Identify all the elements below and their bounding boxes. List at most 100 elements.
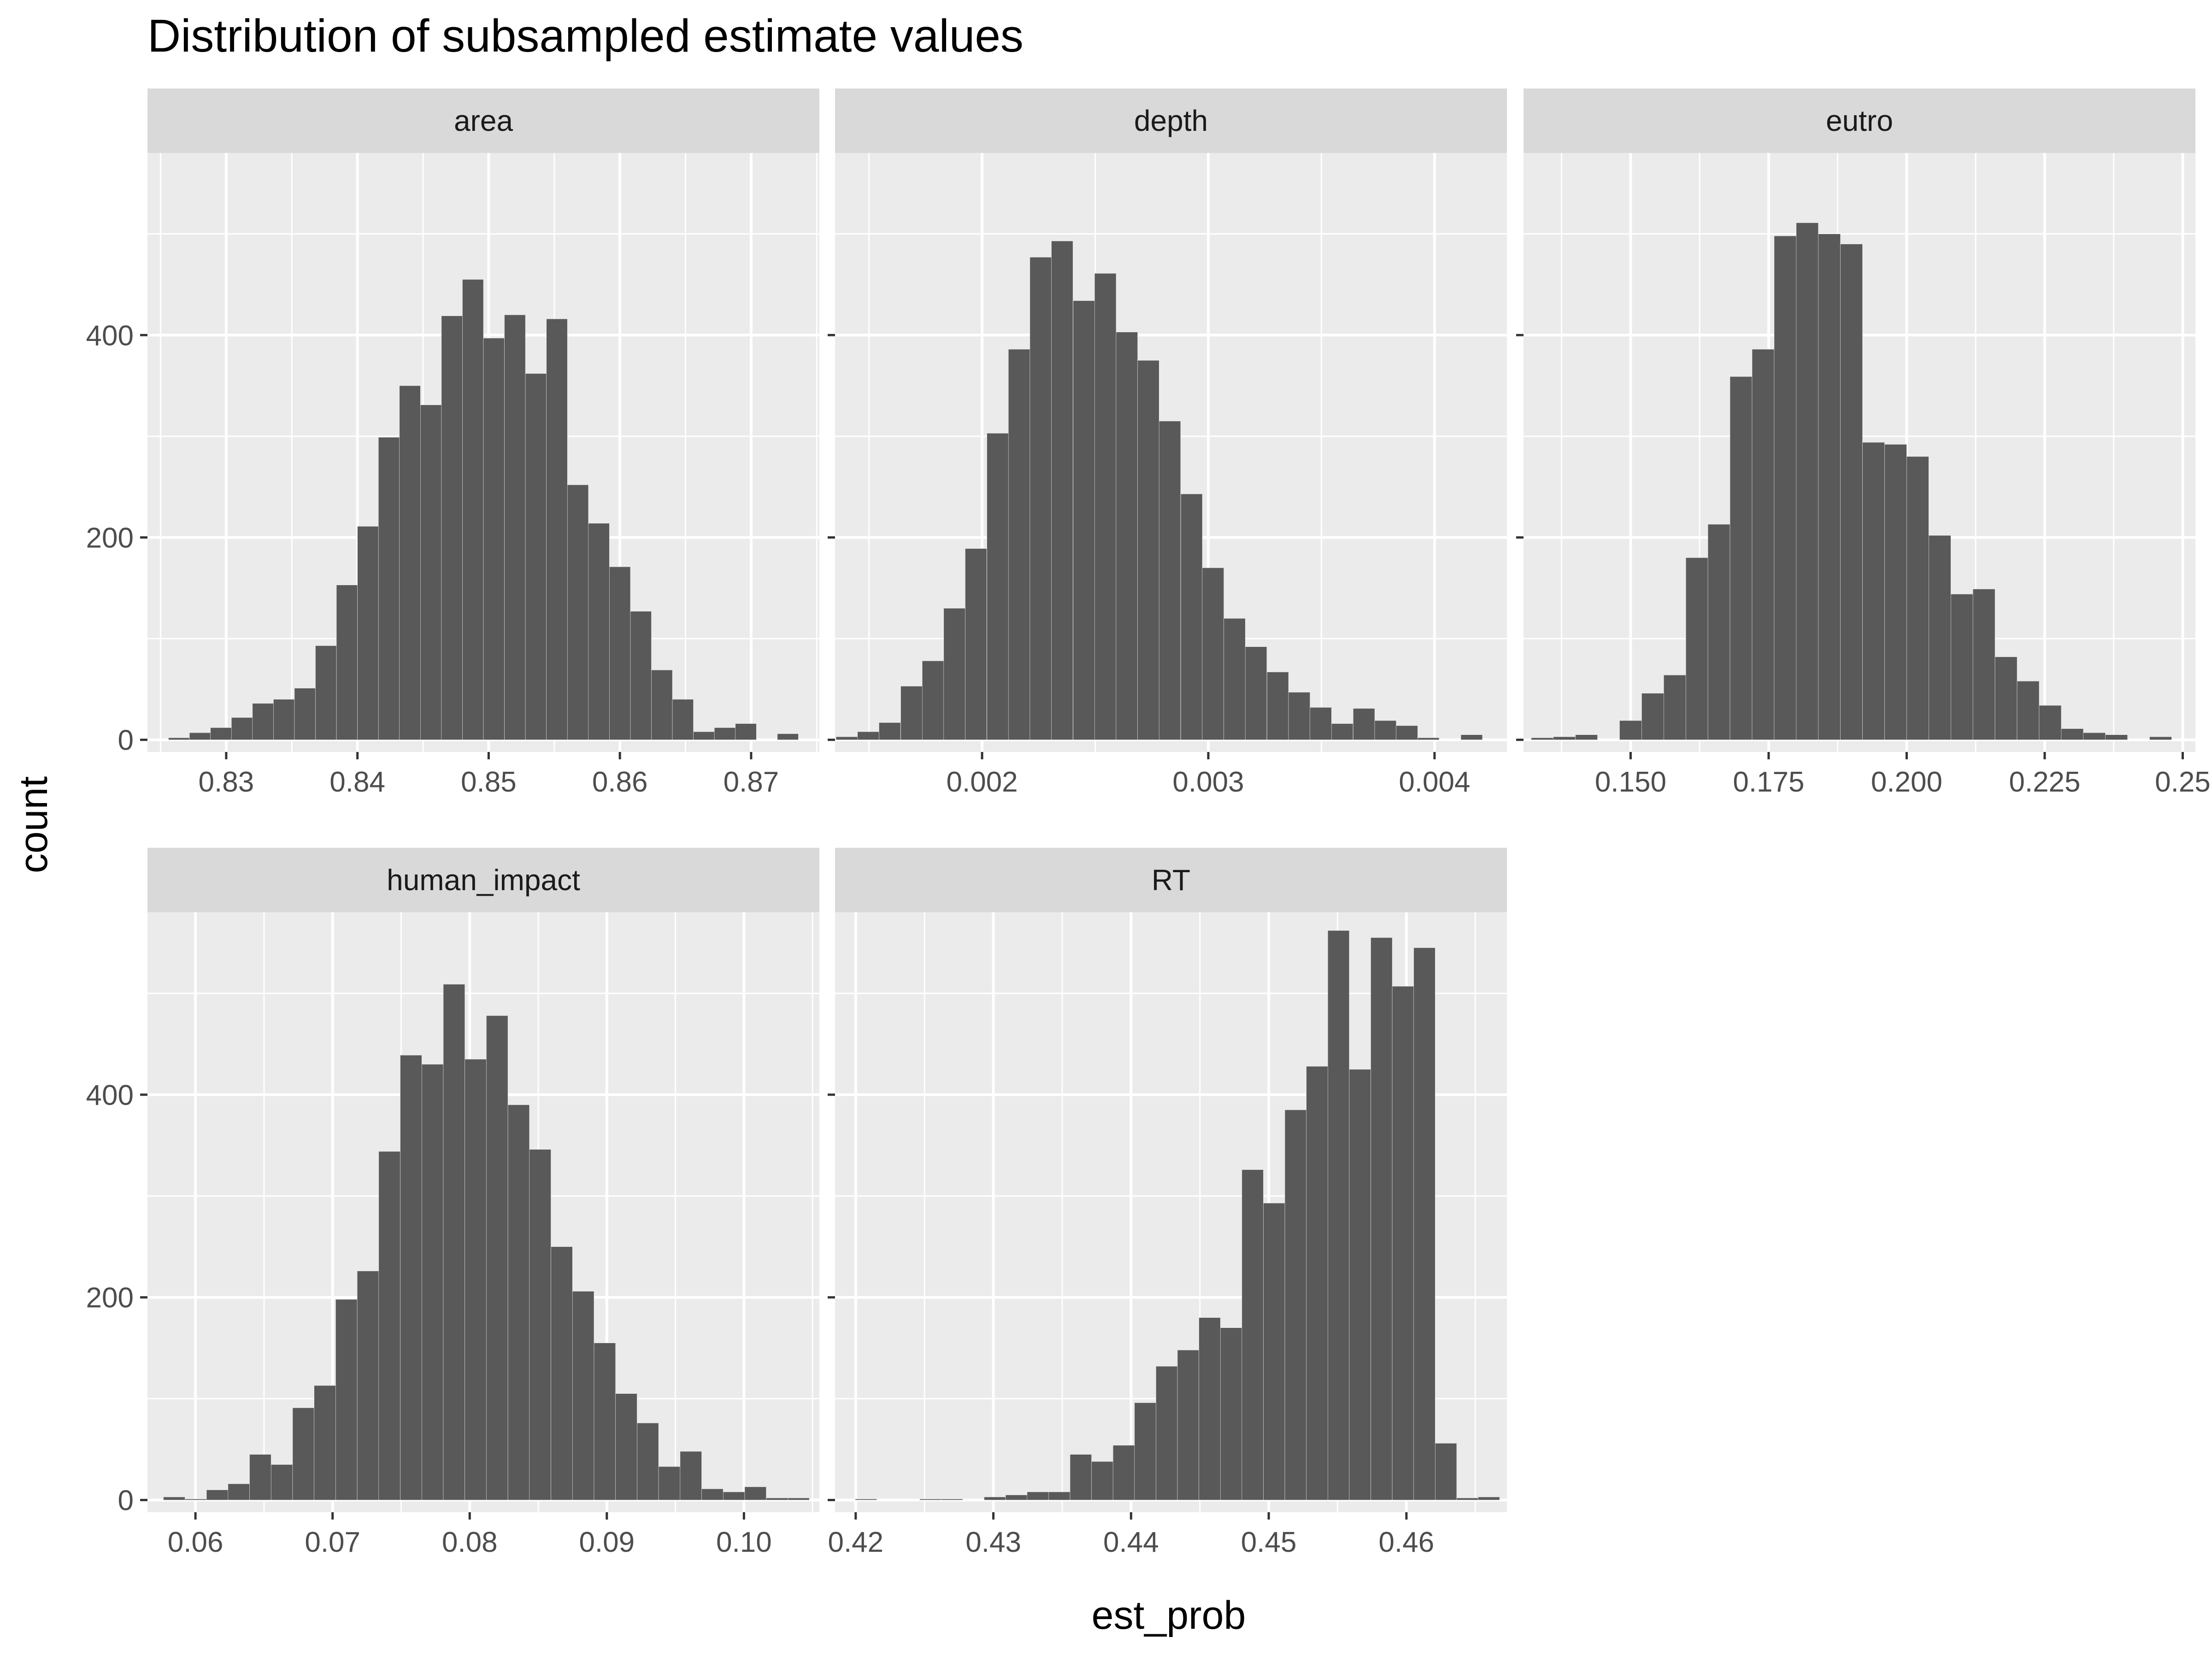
histogram-bar xyxy=(252,703,274,740)
histogram-bar xyxy=(462,279,484,740)
histogram-bar xyxy=(637,1423,659,1500)
histogram-bar xyxy=(1005,1495,1028,1500)
histogram-bar xyxy=(1818,234,1841,740)
x-axis-label: est_prob xyxy=(1092,1593,1246,1638)
histogram-bar xyxy=(1730,376,1753,740)
histogram-bar xyxy=(1460,734,1483,740)
facet-depth: depth 0.002 0.003 0.004 xyxy=(828,88,1507,798)
x-tick-label: 0.42 xyxy=(828,1526,883,1558)
histogram-bar xyxy=(1371,937,1393,1500)
histogram-bar xyxy=(1456,1497,1478,1500)
histogram-bar xyxy=(615,1393,637,1500)
histogram-bar xyxy=(1929,535,1951,740)
facet-strip-label: RT xyxy=(1152,863,1190,897)
x-tick-label: 0.43 xyxy=(965,1526,1021,1558)
histogram-bar xyxy=(378,1151,400,1500)
histogram-bar xyxy=(1091,1461,1113,1500)
histogram-bar xyxy=(1641,693,1664,740)
histogram-bar xyxy=(507,1104,530,1500)
facet-strip xyxy=(147,848,819,912)
histogram-bar xyxy=(900,686,923,740)
x-tick-label: 0.09 xyxy=(579,1526,635,1558)
histogram-bar xyxy=(1972,589,1995,740)
facet-strip-label: area xyxy=(454,104,513,137)
histogram-bar xyxy=(1116,332,1138,740)
histogram-bar xyxy=(777,734,799,740)
x-tick-label: 0.06 xyxy=(168,1526,224,1558)
histogram-bar xyxy=(744,1486,766,1500)
histogram-bar xyxy=(857,731,879,740)
histogram-bar xyxy=(420,405,442,740)
histogram-bar xyxy=(1707,524,1730,740)
histogram-bar xyxy=(1392,986,1414,1500)
histogram-bar xyxy=(249,1454,271,1500)
facet-strip-label: eutro xyxy=(1826,104,1893,137)
histogram-bar xyxy=(693,731,715,740)
x-tick-label: 0.004 xyxy=(1399,766,1470,798)
facet-strip-label: depth xyxy=(1134,104,1208,137)
histogram-bar xyxy=(919,1499,941,1500)
histogram-bar xyxy=(1840,244,1863,740)
histogram-bar xyxy=(658,1466,681,1500)
histogram-bar xyxy=(1008,349,1030,740)
histogram-bar xyxy=(486,1015,508,1500)
histogram-bar xyxy=(714,727,736,740)
facet-eutro: eutro 0.150 0.175 0.200 0.225 0.25 xyxy=(1516,88,2211,798)
histogram-bar xyxy=(185,1499,207,1500)
histogram-bar xyxy=(2149,736,2172,740)
y-tick-label: 200 xyxy=(86,1282,134,1314)
histogram-bar xyxy=(271,1464,293,1500)
histogram-bar xyxy=(630,611,652,740)
histogram-bar xyxy=(1048,1491,1071,1500)
x-tick-label: 0.86 xyxy=(592,766,648,798)
histogram-bar xyxy=(504,315,526,740)
histogram-bar xyxy=(2039,705,2062,740)
histogram-bar xyxy=(835,736,858,740)
x-tick-label: 0.10 xyxy=(716,1526,772,1558)
histogram-bar xyxy=(1435,1443,1457,1500)
x-tick-label: 0.46 xyxy=(1379,1526,1435,1558)
histogram-bar xyxy=(378,437,400,740)
histogram-bar xyxy=(594,1343,616,1500)
histogram-bar xyxy=(609,566,631,740)
histogram-bar xyxy=(1685,558,1708,740)
histogram-bar xyxy=(1478,1497,1500,1500)
histogram-bar xyxy=(1241,1169,1264,1500)
histogram-bar xyxy=(1906,456,1929,740)
histogram-bar xyxy=(922,661,944,740)
histogram-bar xyxy=(1177,1350,1199,1500)
x-tick-label: 0.003 xyxy=(1172,766,1244,798)
histogram-bar xyxy=(1030,257,1052,740)
histogram-bar xyxy=(206,1490,229,1500)
histogram-bar xyxy=(766,1497,788,1500)
histogram-bar xyxy=(551,1246,573,1500)
facet-area: area 0.83 0.84 0.85 0.86 0.87 0 200 400 xyxy=(86,88,819,798)
histogram-bar xyxy=(701,1489,724,1500)
histogram-bar xyxy=(567,484,589,740)
histogram-bar xyxy=(315,646,337,740)
histogram-bar xyxy=(231,717,253,740)
histogram-bar xyxy=(2083,732,2106,740)
x-tick-label: 0.44 xyxy=(1103,1526,1159,1558)
histogram-bar xyxy=(1202,568,1224,740)
histogram-bar xyxy=(1413,947,1435,1500)
histogram-bar xyxy=(987,433,1009,740)
histogram-bar xyxy=(1245,646,1267,740)
histogram-bar xyxy=(421,1064,444,1500)
histogram-bar xyxy=(273,699,295,740)
x-tick-label: 0.83 xyxy=(199,766,254,798)
y-axis-label: count xyxy=(12,776,56,873)
x-tick-label: 0.175 xyxy=(1733,766,1804,798)
histogram-bar xyxy=(1306,1066,1328,1500)
histogram-bar xyxy=(210,727,232,740)
histogram-bar xyxy=(1134,1403,1156,1500)
x-tick-label: 0.87 xyxy=(724,766,779,798)
histogram-bar xyxy=(292,1408,314,1500)
histogram-bar xyxy=(1331,723,1353,740)
histogram-bar xyxy=(588,523,610,740)
histogram-bar xyxy=(788,1497,810,1500)
histogram-bar xyxy=(546,318,568,740)
x-tick-label: 0.25 xyxy=(2155,766,2211,798)
